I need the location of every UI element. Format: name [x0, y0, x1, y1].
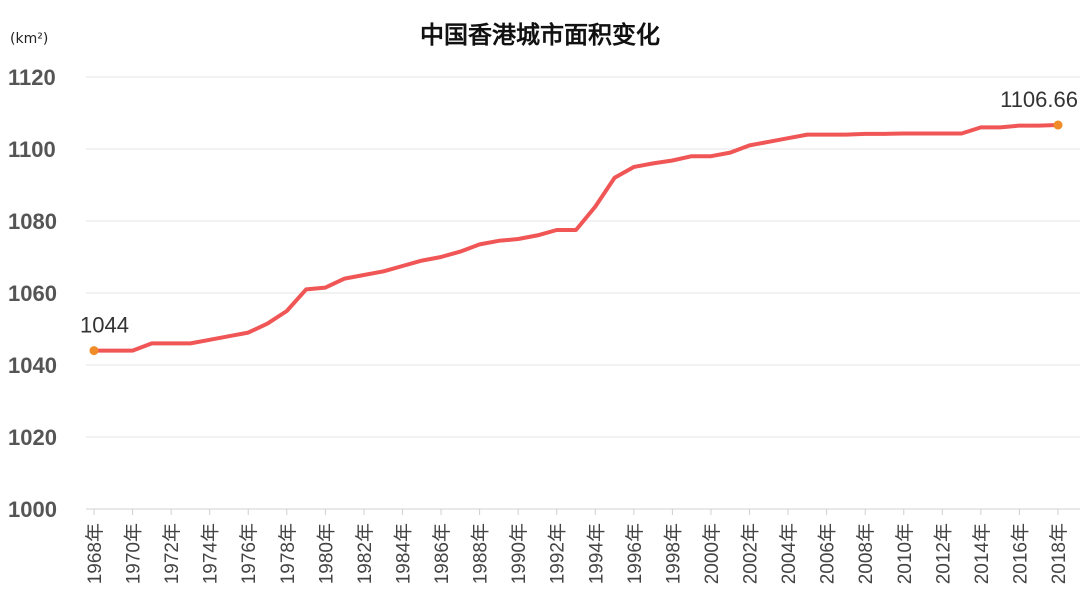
data-label: 1106.66 [1000, 87, 1078, 112]
x-tick-label: 1978年 [277, 523, 299, 584]
x-tick-label: 1992年 [547, 523, 569, 584]
data-label: 1044 [80, 313, 129, 338]
y-tick-label: 1040 [8, 353, 57, 378]
series-lines [92, 123, 1060, 353]
y-axis-unit: (km²) [10, 31, 48, 47]
x-tick-label: 1984年 [392, 523, 414, 584]
highlight-point [1053, 120, 1063, 130]
x-tick-label: 1996年 [624, 523, 646, 584]
grid-lines [86, 76, 1080, 510]
x-tick-label: 1988年 [470, 523, 492, 584]
x-tick-label: 2006年 [817, 523, 839, 584]
y-axis-ticks: 1000 1020 1040 1060 1080 1100 1120 [8, 65, 57, 522]
x-tick-label: 1982年 [354, 523, 376, 584]
x-tick-label: 1994年 [585, 523, 607, 584]
x-tick-label: 2018年 [1048, 523, 1070, 584]
x-tick-label: 1998年 [662, 523, 684, 584]
x-tick-label: 1970年 [123, 523, 145, 584]
x-tick-label: 2002年 [740, 523, 762, 584]
x-tick-label: 1986年 [431, 523, 453, 584]
x-tick-label: 2014年 [971, 523, 993, 584]
x-tick-label: 2000年 [701, 523, 723, 584]
x-tick-label: 1976年 [238, 523, 260, 584]
y-tick-label: 1020 [8, 425, 57, 450]
y-tick-label: 1080 [8, 209, 57, 234]
y-tick-label: 1100 [8, 137, 56, 162]
x-tick-label: 2004年 [778, 523, 800, 584]
x-tick-label: 1990年 [508, 523, 530, 584]
x-tick-label: 2016年 [1009, 523, 1031, 584]
y-tick-label: 1060 [8, 281, 57, 306]
x-tick-label: 2012年 [932, 523, 954, 584]
highlight-point [89, 346, 99, 356]
x-tick-label: 2008年 [855, 523, 877, 584]
y-tick-label: 1000 [8, 497, 57, 522]
x-tick-label: 1974年 [200, 523, 222, 584]
x-tick-label: 2010年 [894, 523, 916, 584]
highlighted-points: 1044 1106.66 [80, 87, 1078, 356]
x-tick-label: 1980年 [315, 523, 337, 584]
chart-title: 中国香港城市面积变化 [420, 21, 660, 49]
y-tick-label: 1120 [8, 65, 56, 90]
series-line-0 [92, 123, 1060, 353]
x-tick-label: 1972年 [161, 523, 183, 584]
x-tick-label: 1968年 [84, 523, 106, 584]
x-axis-ticks: 1968年 1970年 1972年 1974年 1976年 1978年 1980年 1982年… [84, 509, 1070, 584]
